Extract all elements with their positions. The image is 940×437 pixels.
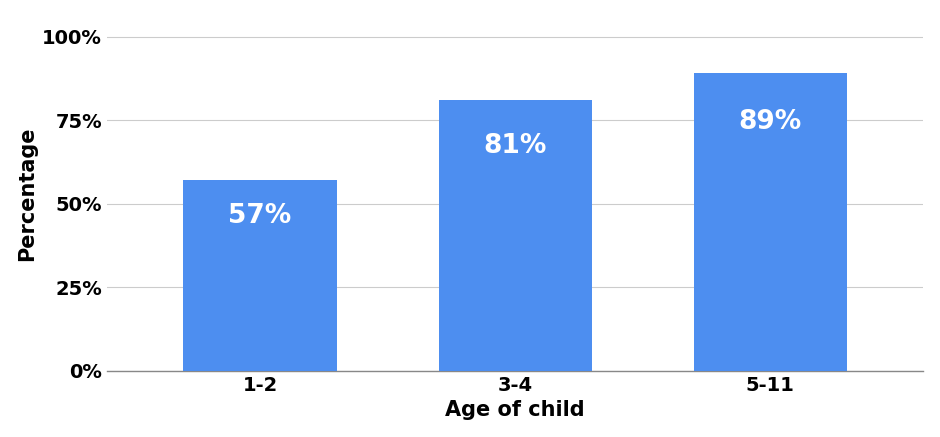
Y-axis label: Percentage: Percentage xyxy=(17,127,37,261)
Bar xyxy=(439,100,591,371)
Text: 57%: 57% xyxy=(228,203,291,229)
Text: 81%: 81% xyxy=(483,133,547,159)
Bar xyxy=(694,73,847,371)
X-axis label: Age of child: Age of child xyxy=(446,400,585,420)
Text: 89%: 89% xyxy=(739,109,802,135)
Bar xyxy=(183,180,337,371)
